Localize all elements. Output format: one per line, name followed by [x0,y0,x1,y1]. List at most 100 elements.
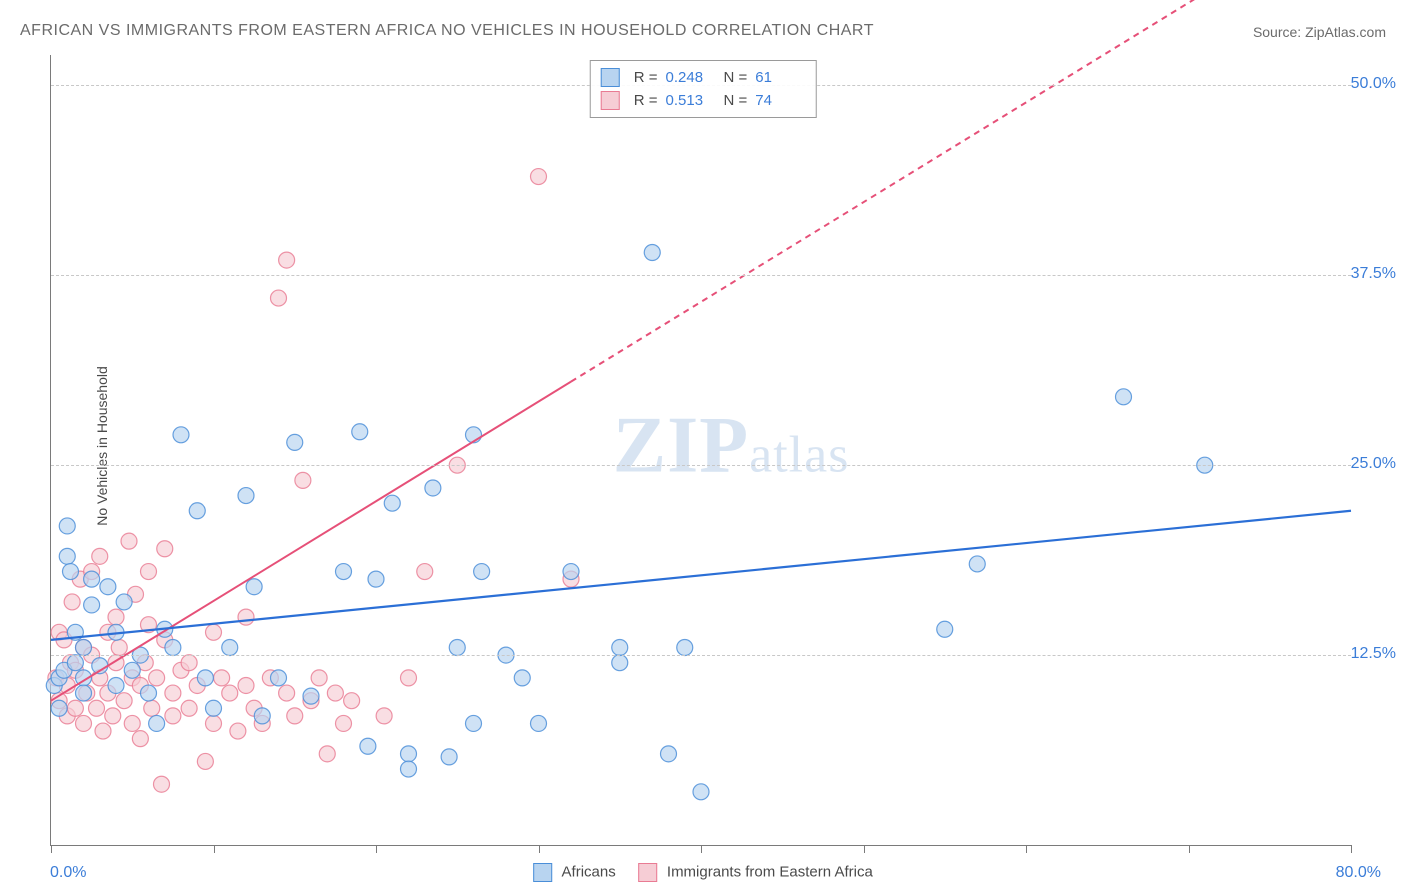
data-point [417,564,433,580]
correlation-row-blue: R = 0.248 N = 61 [601,66,806,89]
data-point [189,503,205,519]
data-point [531,715,547,731]
data-point [141,685,157,701]
legend-swatch-pink [638,863,657,882]
data-point [336,564,352,580]
data-point [64,594,80,610]
correlation-row-pink: R = 0.513 N = 74 [601,89,806,112]
data-point [59,518,75,534]
gridline [51,275,1351,276]
legend-item-africans: Africans [533,863,616,882]
data-point [206,624,222,640]
y-tick-label: 12.5% [1351,645,1396,663]
data-point [95,723,111,739]
data-point [116,693,132,709]
x-tick [1026,845,1027,853]
data-point [67,655,83,671]
data-point [76,715,92,731]
data-point [67,700,83,716]
data-point [92,548,108,564]
data-point [141,564,157,580]
data-point [279,685,295,701]
data-point [100,579,116,595]
data-point [165,708,181,724]
chart-title: AFRICAN VS IMMIGRANTS FROM EASTERN AFRIC… [20,22,874,40]
corr-r-blue: 0.248 [666,69,716,86]
data-point [181,655,197,671]
data-point [360,738,376,754]
data-point [271,670,287,686]
chart-container: AFRICAN VS IMMIGRANTS FROM EASTERN AFRIC… [0,0,1406,892]
data-point [514,670,530,686]
data-point [969,556,985,572]
corr-n-label: N = [724,69,748,86]
data-point [563,564,579,580]
corr-n-blue: 61 [755,69,805,86]
data-point [149,715,165,731]
data-point [319,746,335,762]
x-tick [376,845,377,853]
data-point [51,700,67,716]
data-point [59,548,75,564]
data-point [124,662,140,678]
data-point [644,245,660,261]
y-tick-label: 25.0% [1351,455,1396,473]
legend-swatch-blue [533,863,552,882]
data-point [246,579,262,595]
data-point [116,594,132,610]
legend-item-immigrants: Immigrants from Eastern Africa [638,863,873,882]
data-point [111,640,127,656]
legend-label-blue: Africans [562,863,616,880]
bottom-legend: Africans Immigrants from Eastern Africa [533,863,873,882]
data-point [76,685,92,701]
data-point [214,670,230,686]
x-tick [701,845,702,853]
data-point [384,495,400,511]
data-point [124,715,140,731]
data-point [287,434,303,450]
data-point [279,252,295,268]
corr-r-label: R = [634,69,658,86]
data-point [222,685,238,701]
data-point [197,753,213,769]
data-point [441,749,457,765]
data-point [531,169,547,185]
x-tick [864,845,865,853]
data-point [144,700,160,716]
data-point [222,640,238,656]
data-point [154,776,170,792]
x-tick [539,845,540,853]
gridline [51,655,1351,656]
data-point [84,571,100,587]
y-tick-label: 37.5% [1351,265,1396,283]
data-point [352,424,368,440]
x-tick [51,845,52,853]
data-point [108,677,124,693]
data-point [376,708,392,724]
data-point [230,723,246,739]
legend-label-pink: Immigrants from Eastern Africa [667,863,873,880]
y-tick-label: 50.0% [1351,75,1396,93]
data-point [238,488,254,504]
data-point [165,640,181,656]
data-point [132,731,148,747]
data-point [336,715,352,731]
data-point [89,700,105,716]
data-point [173,427,189,443]
corr-swatch-blue [601,68,620,87]
data-point [206,700,222,716]
data-point [425,480,441,496]
correlation-legend: R = 0.248 N = 61 R = 0.513 N = 74 [590,60,817,118]
data-point [181,700,197,716]
source-attribution: Source: ZipAtlas.com [1253,24,1386,40]
data-point [401,746,417,762]
corr-swatch-pink [601,91,620,110]
data-point [84,597,100,613]
data-point [303,688,319,704]
data-point [612,655,628,671]
data-point [206,715,222,731]
x-axis-min-label: 0.0% [50,864,86,882]
data-point [474,564,490,580]
data-point [677,640,693,656]
data-point [311,670,327,686]
